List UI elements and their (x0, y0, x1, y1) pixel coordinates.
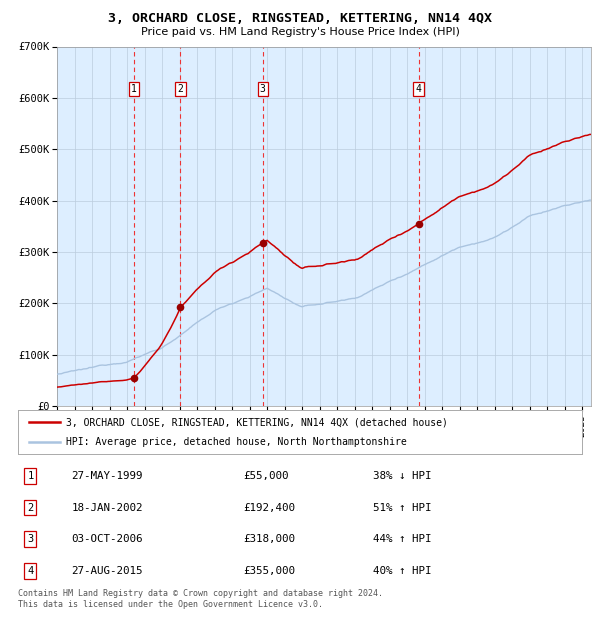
Text: Contains HM Land Registry data © Crown copyright and database right 2024.: Contains HM Land Registry data © Crown c… (18, 589, 383, 598)
Text: 3, ORCHARD CLOSE, RINGSTEAD, KETTERING, NN14 4QX: 3, ORCHARD CLOSE, RINGSTEAD, KETTERING, … (108, 12, 492, 25)
Text: 27-MAY-1999: 27-MAY-1999 (71, 471, 143, 481)
Text: 44% ↑ HPI: 44% ↑ HPI (373, 534, 432, 544)
Text: 40% ↑ HPI: 40% ↑ HPI (373, 566, 432, 576)
Text: 4: 4 (416, 84, 421, 94)
Text: This data is licensed under the Open Government Licence v3.0.: This data is licensed under the Open Gov… (18, 600, 323, 609)
Text: 3, ORCHARD CLOSE, RINGSTEAD, KETTERING, NN14 4QX (detached house): 3, ORCHARD CLOSE, RINGSTEAD, KETTERING, … (66, 417, 448, 427)
Text: 3: 3 (27, 534, 34, 544)
Text: £355,000: £355,000 (244, 566, 296, 576)
Text: 03-OCT-2006: 03-OCT-2006 (71, 534, 143, 544)
Text: 2: 2 (27, 503, 34, 513)
Text: £55,000: £55,000 (244, 471, 289, 481)
Text: £192,400: £192,400 (244, 503, 296, 513)
Text: 38% ↓ HPI: 38% ↓ HPI (373, 471, 432, 481)
Text: Price paid vs. HM Land Registry's House Price Index (HPI): Price paid vs. HM Land Registry's House … (140, 27, 460, 37)
Text: 18-JAN-2002: 18-JAN-2002 (71, 503, 143, 513)
Text: HPI: Average price, detached house, North Northamptonshire: HPI: Average price, detached house, Nort… (66, 437, 407, 447)
Text: 3: 3 (260, 84, 266, 94)
Text: 2: 2 (178, 84, 184, 94)
Text: 1: 1 (131, 84, 137, 94)
Text: 1: 1 (27, 471, 34, 481)
Text: 27-AUG-2015: 27-AUG-2015 (71, 566, 143, 576)
Text: 4: 4 (27, 566, 34, 576)
Text: 51% ↑ HPI: 51% ↑ HPI (373, 503, 432, 513)
Text: £318,000: £318,000 (244, 534, 296, 544)
